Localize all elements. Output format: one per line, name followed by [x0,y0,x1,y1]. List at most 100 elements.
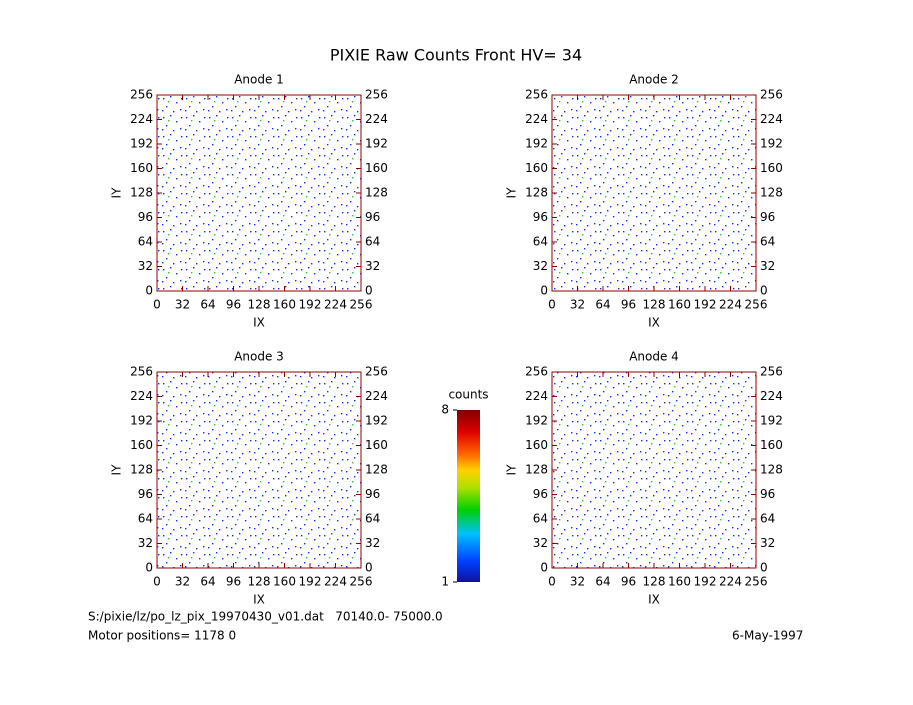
x-tick-label: 32 [570,298,585,312]
x-axis-label: IX [253,316,265,330]
y2-tick-label: 224 [365,112,388,126]
y2-tick-label: 32 [760,536,775,550]
y2-tick-label: 32 [365,536,380,550]
y-tick-label: 32 [533,536,548,550]
y2-tick-label: 96 [760,487,775,501]
y-tick-label: 64 [533,512,548,526]
y-tick-label: 128 [525,463,548,477]
x-tick-label: 224 [719,575,742,589]
x-tick-label: 160 [273,575,296,589]
x-tick-label: 128 [643,298,666,312]
y2-tick-label: 160 [760,438,783,452]
y2-tick-label: 64 [760,235,775,249]
y-tick-label: 160 [525,161,548,175]
y-tick-label: 64 [533,235,548,249]
y2-tick-label: 192 [365,137,388,151]
y2-tick-label: 256 [760,88,783,102]
y-tick-label: 128 [130,186,153,200]
plot-texture [552,95,756,291]
y-tick-label: 128 [130,463,153,477]
footer-file: S:/pixie/lz/po_lz_pix_19970430_v01.dat 7… [88,610,443,624]
x-axis-label: IX [648,316,660,330]
x-tick-label: 192 [694,575,717,589]
panel-title: Anode 3 [234,350,284,364]
x-axis-label: IX [648,593,660,607]
y2-tick-label: 224 [365,389,388,403]
footer-motor: Motor positions= 1178 0 [88,629,236,643]
y-tick-label: 32 [533,259,548,273]
colorbar [457,410,480,582]
x-tick-label: 192 [299,298,322,312]
y2-tick-label: 96 [760,210,775,224]
plot-texture [552,372,756,568]
x-tick-label: 128 [643,575,666,589]
y2-tick-label: 256 [365,365,388,379]
y2-tick-label: 64 [365,235,380,249]
y-tick-label: 96 [138,487,153,501]
x-tick-label: 192 [694,298,717,312]
y2-tick-label: 256 [365,88,388,102]
x-tick-label: 0 [548,298,556,312]
y2-tick-label: 160 [760,161,783,175]
y2-tick-label: 0 [760,284,768,298]
y-axis-label: IY [505,187,519,199]
y-tick-label: 96 [533,210,548,224]
y-tick-label: 224 [525,112,548,126]
y-axis-label: IY [110,187,124,199]
y-tick-label: 96 [138,210,153,224]
y2-tick-label: 224 [760,112,783,126]
plot-texture [157,95,361,291]
x-tick-label: 256 [350,575,373,589]
y-tick-label: 0 [540,561,548,575]
x-tick-label: 160 [668,298,691,312]
y-tick-label: 64 [138,512,153,526]
x-tick-label: 64 [595,298,610,312]
y-tick-label: 160 [130,161,153,175]
x-tick-label: 96 [226,575,241,589]
x-tick-label: 0 [548,575,556,589]
y-tick-label: 160 [525,438,548,452]
y-tick-label: 224 [130,389,153,403]
y2-tick-label: 192 [760,414,783,428]
y-tick-label: 64 [138,235,153,249]
y-tick-label: 128 [525,186,548,200]
colorbar-tick-label: 1 [441,575,449,589]
colorbar-title: counts [448,388,488,402]
x-tick-label: 96 [621,298,636,312]
x-tick-label: 96 [226,298,241,312]
panel-title: Anode 2 [629,73,679,87]
y-tick-label: 32 [138,259,153,273]
y-tick-label: 256 [130,88,153,102]
x-axis-label: IX [253,593,265,607]
x-tick-label: 224 [324,575,347,589]
figure-title: PIXIE Raw Counts Front HV= 34 [330,46,582,65]
y-tick-label: 192 [130,137,153,151]
y-tick-label: 256 [130,365,153,379]
y-tick-label: 256 [525,88,548,102]
y-tick-label: 0 [540,284,548,298]
y2-tick-label: 128 [760,186,783,200]
y2-tick-label: 64 [760,512,775,526]
x-tick-label: 96 [621,575,636,589]
y2-tick-label: 0 [760,561,768,575]
colorbar-tick-label: 8 [441,403,449,417]
y-tick-label: 224 [525,389,548,403]
y2-tick-label: 128 [365,186,388,200]
y2-tick-label: 32 [365,259,380,273]
x-tick-label: 160 [668,575,691,589]
y2-tick-label: 64 [365,512,380,526]
x-tick-label: 128 [248,575,271,589]
y2-tick-label: 128 [760,463,783,477]
y-tick-label: 160 [130,438,153,452]
y-tick-label: 32 [138,536,153,550]
y-tick-label: 192 [525,137,548,151]
x-tick-label: 224 [324,298,347,312]
y2-tick-label: 32 [760,259,775,273]
x-tick-label: 32 [175,575,190,589]
y2-tick-label: 192 [365,414,388,428]
y2-tick-label: 0 [365,284,373,298]
x-tick-label: 256 [745,575,768,589]
plot-texture [157,372,361,568]
x-tick-label: 128 [248,298,271,312]
y2-tick-label: 192 [760,137,783,151]
